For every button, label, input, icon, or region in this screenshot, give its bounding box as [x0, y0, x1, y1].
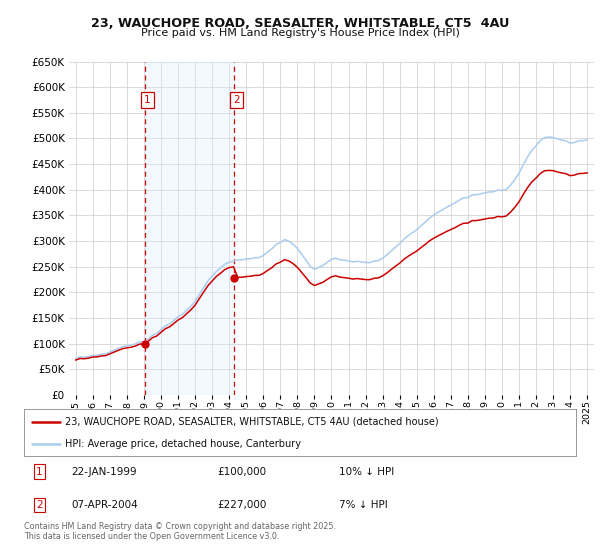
Bar — [145, 62, 234, 395]
Text: Price paid vs. HM Land Registry's House Price Index (HPI): Price paid vs. HM Land Registry's House … — [140, 28, 460, 38]
Text: 1: 1 — [144, 95, 151, 105]
Text: 7% ↓ HPI: 7% ↓ HPI — [338, 500, 388, 510]
Text: 23, WAUCHOPE ROAD, SEASALTER, WHITSTABLE, CT5 4AU (detached house): 23, WAUCHOPE ROAD, SEASALTER, WHITSTABLE… — [65, 417, 439, 427]
Text: 2: 2 — [233, 95, 239, 105]
Text: 23, WAUCHOPE ROAD, SEASALTER, WHITSTABLE, CT5  4AU: 23, WAUCHOPE ROAD, SEASALTER, WHITSTABLE… — [91, 17, 509, 30]
Text: 07-APR-2004: 07-APR-2004 — [71, 500, 137, 510]
Text: HPI: Average price, detached house, Canterbury: HPI: Average price, detached house, Cant… — [65, 438, 301, 449]
Text: 22-JAN-1999: 22-JAN-1999 — [71, 466, 137, 477]
Text: 1: 1 — [36, 466, 43, 477]
Text: 10% ↓ HPI: 10% ↓ HPI — [338, 466, 394, 477]
Text: £227,000: £227,000 — [217, 500, 266, 510]
Text: £100,000: £100,000 — [217, 466, 266, 477]
Text: Contains HM Land Registry data © Crown copyright and database right 2025.
This d: Contains HM Land Registry data © Crown c… — [24, 522, 336, 542]
Text: 2: 2 — [36, 500, 43, 510]
